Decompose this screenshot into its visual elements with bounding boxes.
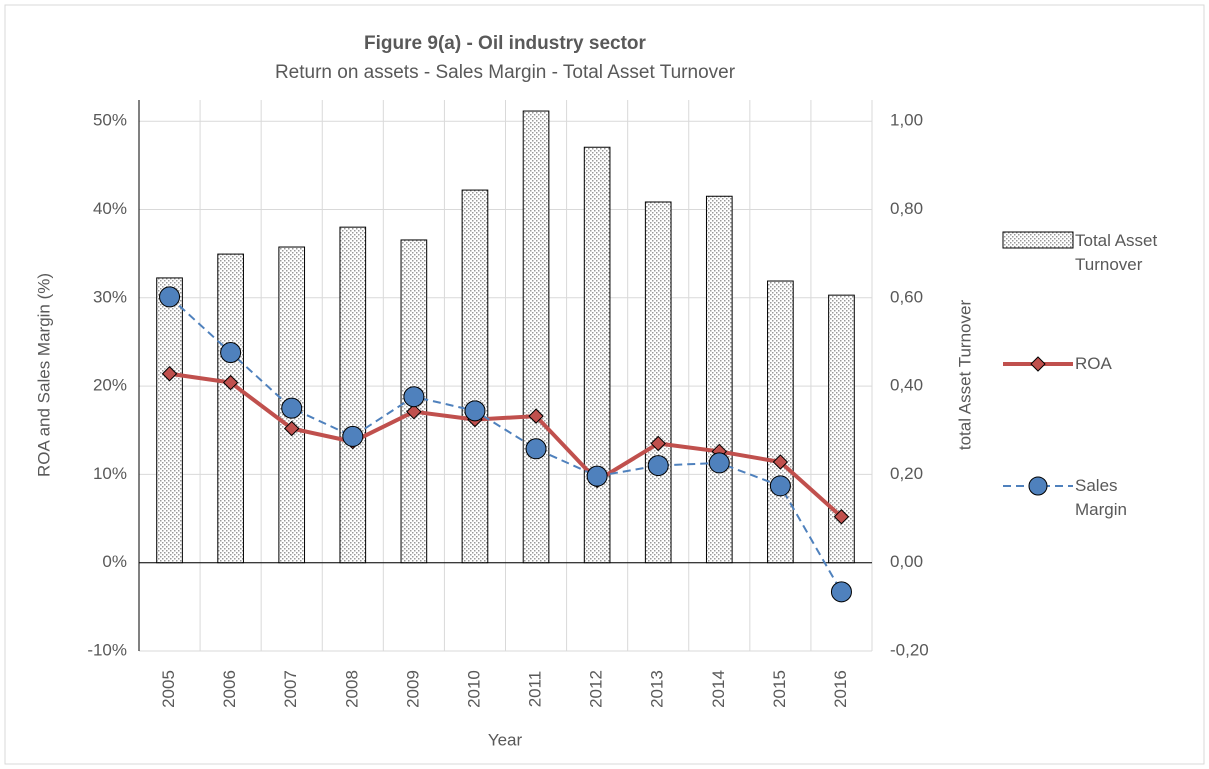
marker [650,435,666,452]
x-tick-label: 2009 [403,670,422,708]
marker [772,454,789,470]
marker [769,475,791,497]
marker [342,425,364,447]
x-tick-label: 2012 [587,670,606,708]
legend-label: Sales Margin [1075,476,1127,519]
line [168,296,843,593]
marker [403,386,425,408]
bar [583,146,611,564]
y-tick-label: 40% [93,199,127,218]
legend-label: Total Asset Turnover [1075,231,1158,274]
bar [461,189,489,564]
bar [217,253,244,564]
marker [833,509,850,525]
x-axis-title: Year [488,730,523,749]
bar [644,201,672,564]
x-tick-label: 2005 [159,670,178,708]
y2-axis-title: total Asset Turnover [955,300,974,451]
marker [159,286,181,308]
bar [767,280,794,564]
marker [830,581,852,603]
line [169,371,843,519]
marker [586,465,608,487]
y-tick-label: -10% [87,640,127,659]
x-tick-label: 2008 [342,670,361,708]
bar [339,226,367,564]
y-tick-label: 10% [93,464,127,483]
x-tick-label: 2015 [770,670,789,708]
chart-subtitle: Return on assets - Sales Margin - Total … [275,62,736,83]
marker [525,438,547,460]
y2-tick-label: 1,00 [890,111,923,130]
y2-tick-label: -0,20 [890,640,929,659]
bar [522,110,550,564]
x-tick-label: 2011 [526,671,545,708]
x-tick-label: 2014 [709,670,728,708]
x-tick-label: 2007 [281,670,300,708]
marker [647,455,669,477]
marker [222,374,239,391]
legend-key [1028,476,1048,496]
marker [161,366,178,382]
y-tick-label: 0% [102,552,127,571]
bar [705,195,733,564]
legend-key [1002,231,1074,249]
x-tick-label: 2010 [464,670,483,708]
y2-tick-label: 0,20 [890,464,923,483]
marker [284,420,300,437]
marker [220,342,242,364]
marker [464,400,486,422]
chart-border [4,4,1205,765]
y-tick-label: 20% [93,376,127,395]
marker [406,403,422,420]
y-axis-title: ROA and Sales Margin (%) [34,273,53,477]
y2-tick-label: 0,60 [890,287,923,306]
marker [708,452,730,474]
bar [156,277,183,564]
x-tick-label: 2016 [831,670,850,708]
marker [281,397,303,419]
y2-tick-label: 0,40 [890,376,923,395]
marker [528,408,544,424]
legend-label: ROA [1075,354,1112,373]
x-tick-label: 2006 [220,670,239,708]
y-tick-label: 30% [93,287,127,306]
chart-title: Figure 9(a) - Oil industry sector [364,33,646,54]
y2-tick-label: 0,00 [890,552,923,571]
y-tick-label: 50% [93,111,127,130]
y2-tick-label: 0,80 [890,199,923,218]
x-tick-label: 2013 [648,670,667,708]
legend-key [1030,356,1046,372]
